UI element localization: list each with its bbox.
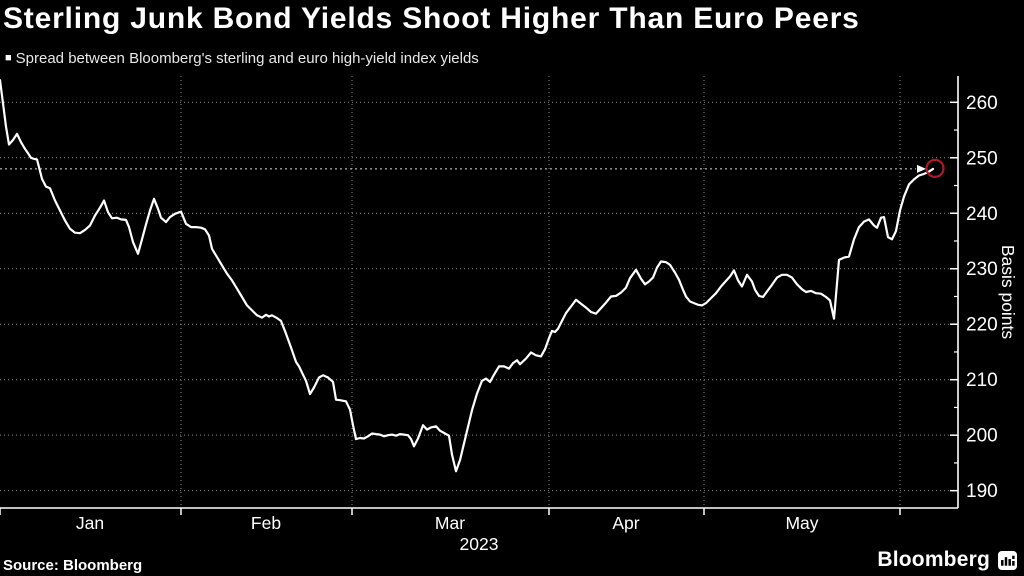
legend-square-marker-icon: ■ (5, 52, 12, 64)
bloomberg-logo: Bloomberg (877, 548, 1017, 572)
y-tick-label: 250 (966, 148, 998, 169)
leader-arrowhead-icon (917, 164, 926, 173)
latest-point-highlight-circle (925, 158, 945, 178)
chart-title: Sterling Junk Bond Yields Shoot Higher T… (3, 2, 860, 35)
y-axis-title: Basis points (998, 245, 1018, 340)
x-month-label: Apr (612, 513, 639, 533)
x-month-label: May (785, 513, 818, 533)
y-tick-label: 260 (966, 93, 998, 114)
y-tick-label: 230 (966, 259, 998, 280)
y-tick-label: 220 (966, 315, 998, 336)
bloomberg-terminal-icon (998, 550, 1017, 570)
y-tick-label: 240 (966, 204, 998, 225)
x-month-label: Mar (435, 513, 465, 533)
legend: ■ Spread between Bloomberg's sterling an… (5, 50, 479, 67)
y-tick-label: 190 (966, 481, 998, 502)
spread-series-line (0, 78, 935, 473)
y-tick-label: 200 (966, 426, 998, 447)
x-month-label: Jan (76, 513, 104, 533)
source-attribution: Source: Bloomberg (3, 557, 143, 574)
x-year-label: 2023 (460, 534, 499, 554)
y-tick-label: 210 (966, 370, 998, 391)
bloomberg-wordmark: Bloomberg (877, 548, 990, 571)
x-month-label: Feb (251, 513, 281, 533)
legend-label: Spread between Bloomberg's sterling and … (15, 50, 479, 67)
